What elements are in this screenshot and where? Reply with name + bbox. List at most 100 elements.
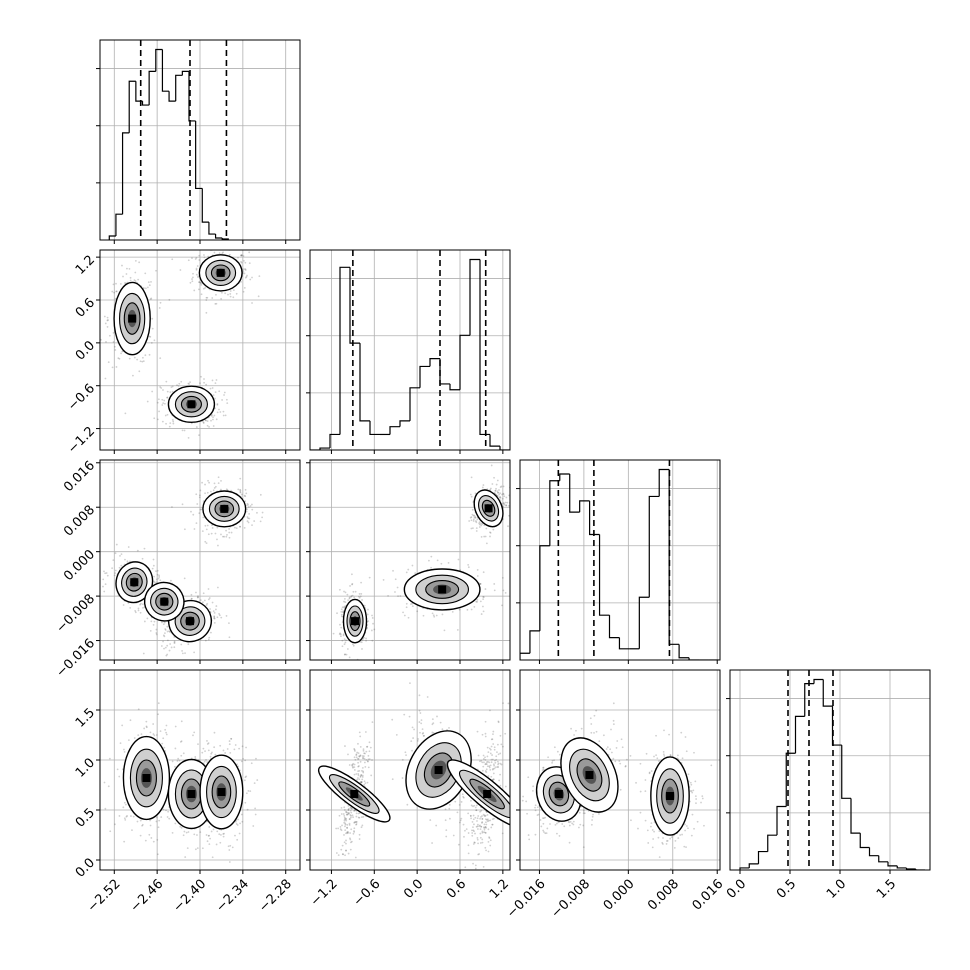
panel-1-0: [96, 249, 301, 454]
hist-bar-3-4: [776, 805, 787, 836]
density-peak-3-2-2: [666, 792, 674, 800]
density-peak-1-0-2: [187, 400, 196, 409]
hist-bar-0-16: [214, 234, 223, 239]
hist-bar-1-17: [479, 259, 490, 436]
density-peak-3-1-0: [350, 790, 359, 798]
x-tick-label-2-4: 0.016: [690, 877, 727, 914]
hist-bar-2-15: [668, 469, 680, 645]
density-peak-3-0-0: [142, 774, 151, 782]
y-tick-label-3-2: 1.0: [73, 755, 98, 780]
panel-0-0: [96, 39, 301, 244]
x-tick-label-3-0: 0.0: [724, 877, 749, 902]
density-peak-2-0-2: [186, 617, 194, 626]
hist-bar-2-12: [638, 596, 650, 649]
panel-3-0: [96, 669, 301, 874]
hist-bar-2-0: [520, 652, 530, 660]
x-tick-label-1-0: −1.2: [308, 877, 341, 910]
hist-bar-0-17: [221, 238, 229, 240]
hist-bar-2-3: [549, 480, 560, 546]
hist-bar-2-16: [678, 644, 690, 659]
hist-bar-3-8: [813, 678, 824, 684]
density-peak-3-0-2: [217, 788, 226, 796]
x-tick-label-2-1: −0.008: [549, 877, 594, 922]
hist-bar-0-14: [201, 188, 209, 223]
hist-bar-0-8: [161, 49, 170, 92]
y-tick-label-1-1: −0.6: [65, 381, 98, 414]
hist-bar-3-19: [915, 868, 925, 870]
y-tick-label-2-0: −0.016: [53, 636, 98, 681]
density-peak-3-2-1: [585, 771, 594, 779]
hist-1: [310, 258, 510, 450]
hist-bar-1-19: [499, 446, 510, 450]
hist-bar-0-15: [208, 222, 216, 235]
hist-bar-1-18: [489, 434, 500, 447]
panel-3-2: [516, 669, 721, 874]
panel-2-0: [96, 459, 301, 664]
density-peak-2-0-3: [160, 597, 169, 606]
y-tick-label-3-1: 0.5: [73, 805, 98, 830]
hist-bar-0-1: [115, 213, 123, 237]
hist-bar-3-18: [905, 867, 916, 870]
hist-bar-1-8: [389, 426, 400, 435]
hist-bar-3-0: [739, 867, 750, 870]
hist-bar-2-6: [579, 500, 590, 513]
hist-bar-3-3: [767, 834, 777, 852]
hist-bar-2-8: [598, 534, 610, 616]
panel-frame-3-3: [729, 669, 931, 871]
y-tick-label-2-1: −0.008: [53, 592, 98, 637]
hist-bar-1-11: [419, 365, 430, 388]
hist-bar-1-12: [429, 358, 440, 367]
x-tick-label-1-2: 0.0: [401, 877, 426, 902]
hist-bar-3-1: [748, 863, 759, 868]
hist-bar-3-2: [757, 850, 768, 864]
hist-bar-0-12: [188, 71, 196, 122]
hist-bar-1-6: [369, 420, 380, 436]
density-peak-3-1-1: [434, 766, 443, 774]
x-tick-label-0-3: −2.34: [213, 877, 252, 916]
panel-frame-2-2: [519, 459, 721, 661]
density-peak-3-0-1: [187, 790, 196, 798]
density-peak-3-1-2: [483, 790, 492, 798]
density-peak-1-0-0: [216, 268, 225, 277]
hist-bar-0-3: [128, 80, 136, 133]
hist-bar-0-6: [148, 70, 156, 106]
hist-bar-2-13: [648, 495, 660, 598]
x-tick-label-0-0: −2.52: [85, 877, 124, 916]
x-tick-label-2-3: 0.008: [645, 877, 682, 914]
density-3-2: [521, 702, 713, 870]
hist-bar-3-15: [878, 855, 888, 863]
y-tick-label-1-0: −1.2: [65, 424, 98, 457]
hist-bar-2-4: [559, 473, 570, 481]
hist-bar-3-13: [859, 833, 870, 849]
hist-bar-1-5: [359, 343, 370, 422]
hist-bar-0-11: [181, 70, 189, 76]
hist-bar-2-14: [658, 468, 670, 497]
y-tick-label-1-4: 1.2: [73, 253, 98, 278]
density-3-1: [317, 682, 510, 870]
x-tick-label-0-4: −2.28: [256, 877, 295, 916]
density-2-1: [332, 464, 510, 660]
y-tick-label-1-3: 0.6: [73, 295, 98, 320]
hist-bar-1-16: [469, 258, 480, 336]
y-tick-label-2-3: 0.008: [61, 503, 98, 540]
hist-bar-1-13: [439, 358, 450, 385]
x-tick-label-1-4: 1.2: [487, 877, 512, 902]
hist-bar-2-5: [569, 474, 580, 513]
density-peak-1-0-1: [128, 314, 137, 323]
density-peak-2-0-1: [130, 578, 139, 587]
x-tick-label-1-1: −0.6: [351, 877, 384, 910]
hist-bar-3-6: [794, 715, 805, 754]
hist-bar-1-1: [319, 447, 330, 450]
hist-3: [739, 678, 925, 870]
hist-bar-1-15: [459, 334, 470, 390]
x-tick-label-2-0: −0.016: [504, 877, 549, 922]
panel-frame-3-1: [309, 669, 511, 871]
panel-frame-2-1: [309, 459, 511, 661]
density-1-0: [100, 250, 261, 439]
x-tick-label-2-2: 0.000: [601, 877, 638, 914]
y-tick-label-1-2: 0.0: [73, 338, 98, 363]
hist-bar-1-2: [329, 433, 340, 449]
hist-bar-3-17: [896, 865, 907, 869]
hist-bar-1-14: [449, 383, 460, 391]
